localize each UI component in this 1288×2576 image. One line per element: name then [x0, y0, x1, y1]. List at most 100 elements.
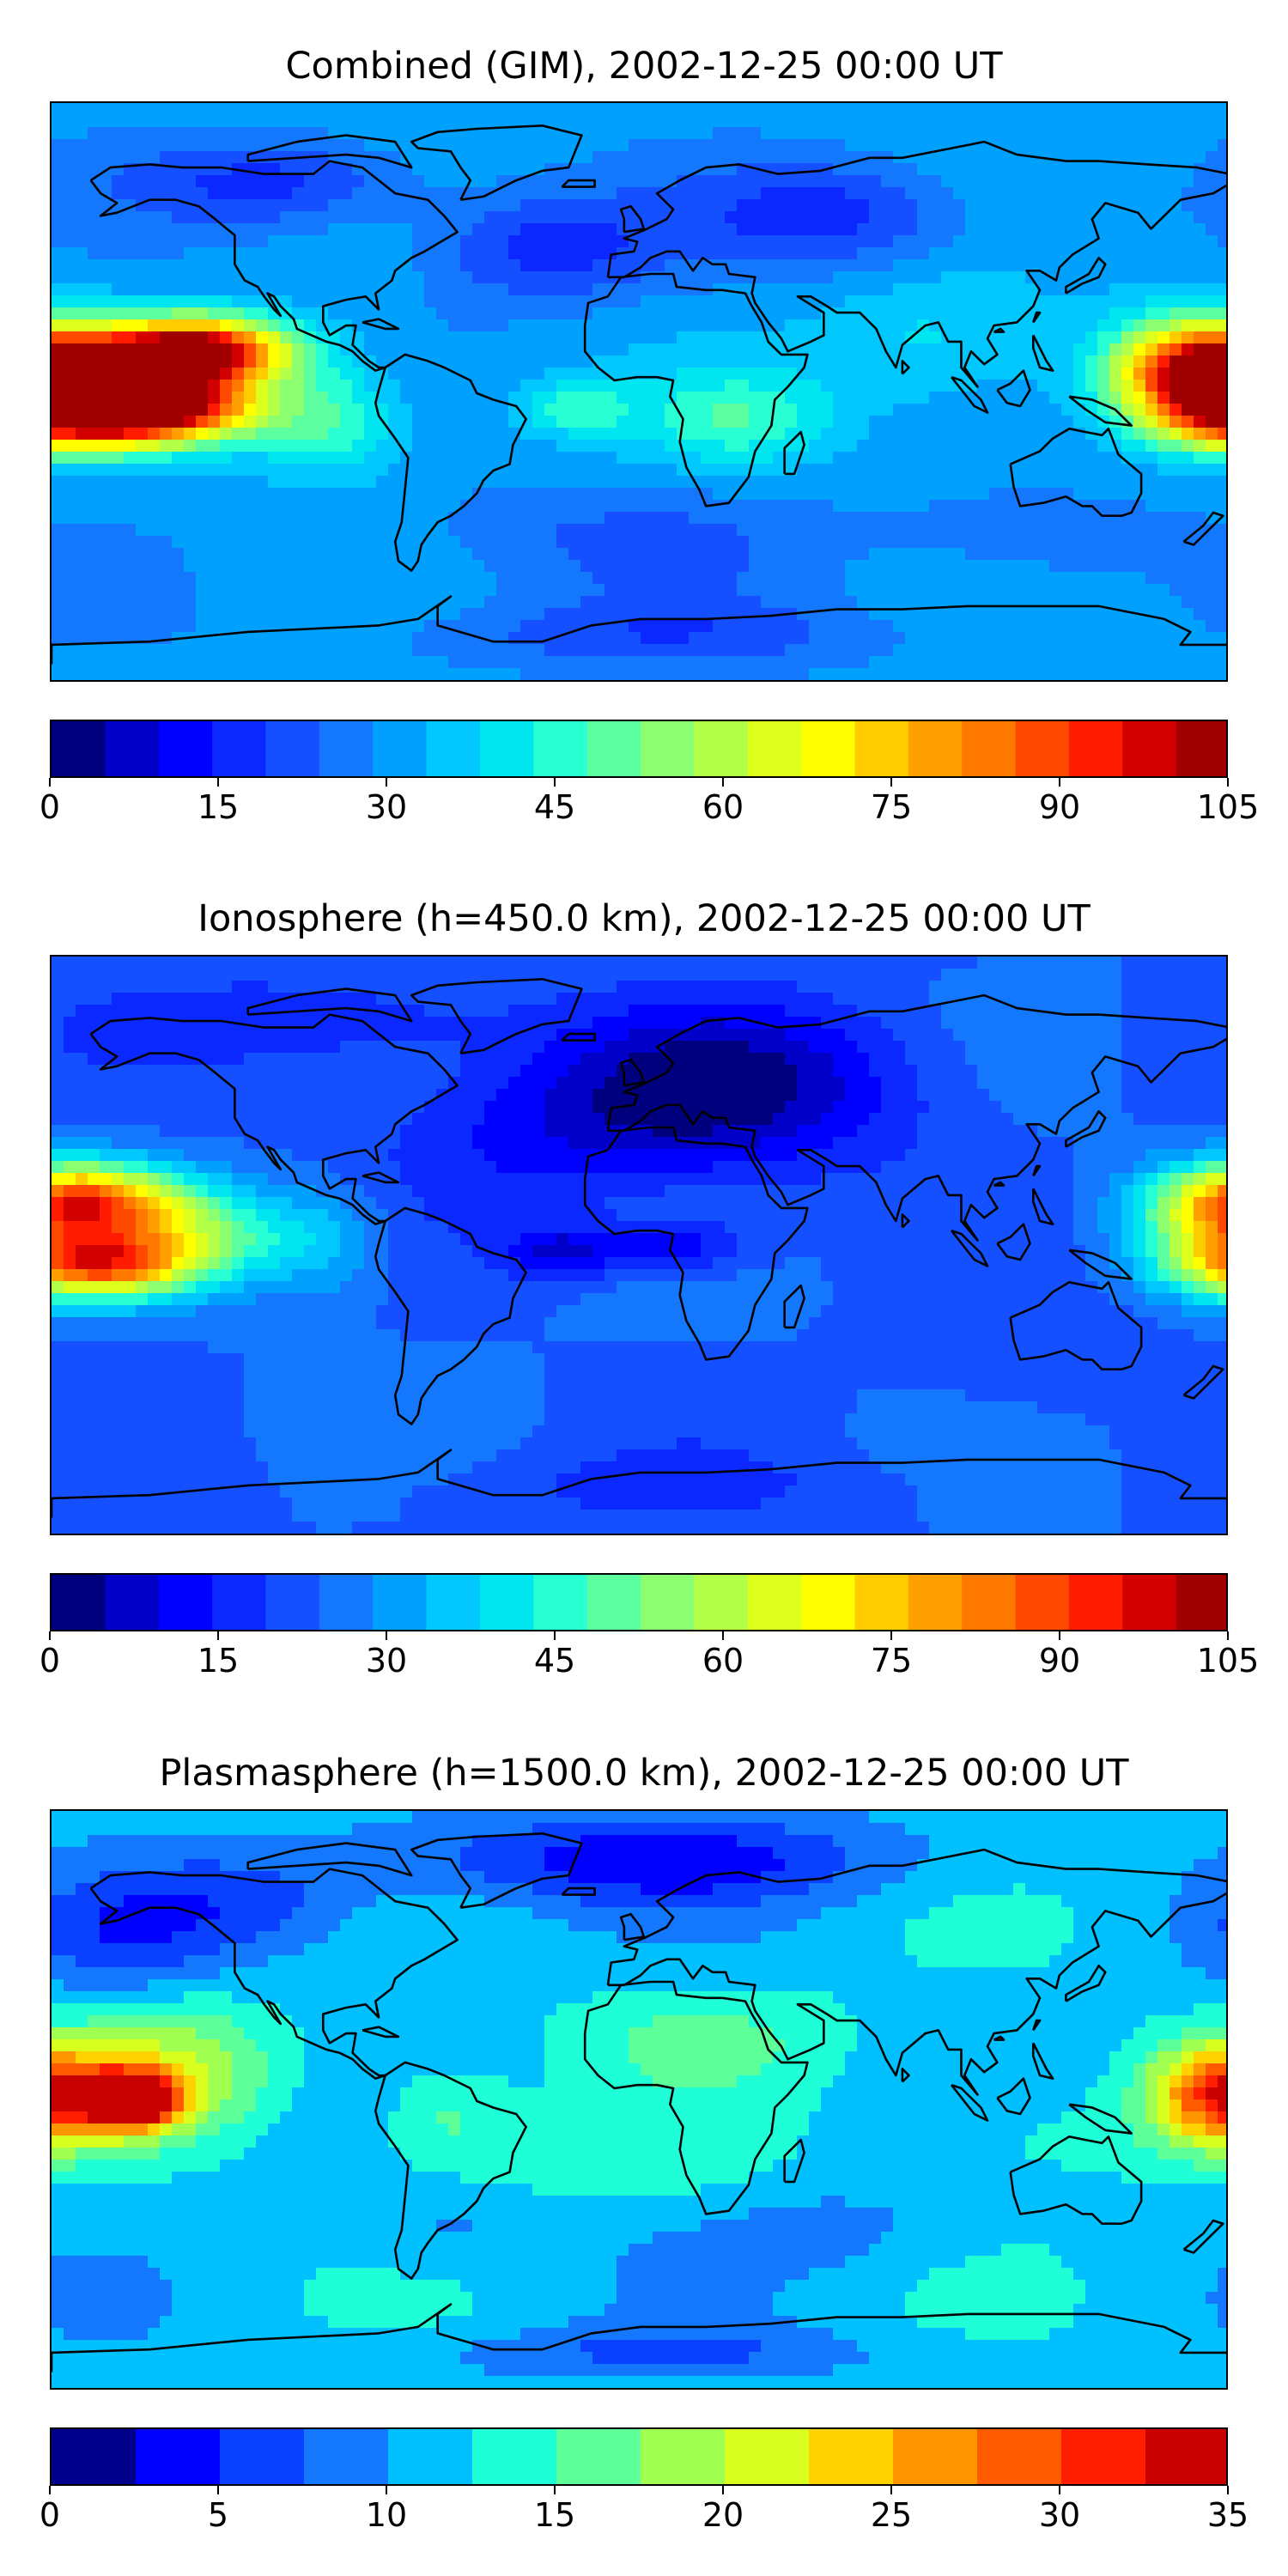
colorbar-segment [854, 1575, 909, 1630]
colorbar-segment [1015, 1575, 1070, 1630]
coastline-australia [1009, 427, 1143, 518]
colorbar-segment [1122, 1575, 1177, 1630]
coastline-australia [1009, 2135, 1143, 2226]
coastline-sri-lanka [901, 1213, 910, 1229]
coastline-iceland [561, 179, 596, 188]
colorbar-segment [319, 721, 374, 776]
coastline-eurasia [606, 140, 1226, 388]
colorbar-tick [1227, 2486, 1229, 2494]
coastline-cuba [361, 318, 400, 331]
colorbar-tick [890, 2486, 892, 2494]
colorbar-segment [220, 2429, 305, 2484]
colorbar-segment [556, 2429, 641, 2484]
colorbar-tick-label: 15 [533, 2496, 576, 2534]
coastline-south-america [374, 1206, 527, 1425]
colorbar-tick-label: 60 [702, 1642, 744, 1680]
colorbar-segment [1122, 721, 1177, 776]
coastlines [52, 1832, 1226, 2372]
colorbar-segment [319, 1575, 374, 1630]
colorbar-tick-label: 105 [1196, 1642, 1260, 1680]
colorbar-tick-label: 90 [1038, 1642, 1081, 1680]
coastline-hainan [993, 2035, 1005, 2041]
colorbar-segment [426, 1575, 481, 1630]
coastline-south-america [374, 2061, 527, 2280]
panel-1-title: Combined (GIM), 2002-12-25 00:00 UT [285, 45, 1003, 88]
coastline-philippines [1032, 2042, 1054, 2081]
colorbar-segment [105, 1575, 160, 1630]
colorbar-segment [212, 1575, 267, 1630]
coastline-borneo [996, 369, 1031, 408]
coastline-arctic-canada [246, 134, 413, 169]
colorbar-segment [854, 721, 909, 776]
colorbar-tick [386, 778, 387, 787]
coastline-uk [619, 1058, 646, 1087]
panel-1-map [50, 101, 1228, 682]
colorbar-segment [694, 721, 749, 776]
colorbar-tick-label: 75 [870, 1642, 913, 1680]
colorbar-tick-label: 30 [1038, 2496, 1081, 2534]
coastline-uk [619, 1912, 646, 1941]
colorbar-tick-label: 15 [197, 1642, 240, 1680]
coastline-madagascar [783, 2138, 805, 2184]
coastline-madagascar [783, 430, 805, 476]
colorbar-tick [49, 778, 51, 787]
colorbar-segment [1176, 721, 1226, 776]
coastline-africa [583, 1980, 809, 2215]
coastline-new-guinea [1068, 2103, 1133, 2135]
colorbar-segment [747, 1575, 802, 1630]
colorbar-tick-label: 45 [533, 788, 576, 826]
colorbar-tick-label: 35 [1206, 2496, 1249, 2534]
coastline-hainan [993, 1181, 1005, 1187]
coastline-uk [619, 204, 646, 234]
tec-field [52, 103, 1226, 680]
coastline-borneo [996, 1223, 1031, 1261]
colorbar-tick-label: 0 [39, 2496, 61, 2534]
colorbar-tick-label: 20 [702, 2496, 744, 2534]
colorbar-segment [893, 2429, 978, 2484]
coastline-south-america [374, 353, 527, 572]
colorbar-segment [265, 721, 320, 776]
colorbar-segment [472, 2429, 557, 2484]
coastline-iceland [561, 1886, 596, 1896]
coastline-madagascar [783, 1284, 805, 1329]
colorbar-tick [722, 2486, 724, 2494]
coastline-africa [583, 1126, 809, 1361]
colorbar-segment [747, 721, 802, 776]
colorbar-segment [52, 1575, 106, 1630]
coastline-north-america [89, 1868, 459, 2081]
colorbar-tick-label: 60 [702, 788, 744, 826]
colorbar-segment [158, 1575, 213, 1630]
coastline-japan [1065, 257, 1107, 295]
colorbar-segment [809, 2429, 894, 2484]
coastline-africa [583, 272, 809, 507]
colorbar-tick [1059, 2486, 1060, 2494]
coastline-taiwan [1032, 1164, 1042, 1177]
coastline-north-america [89, 1013, 459, 1226]
colorbar-segment [962, 721, 1017, 776]
colorbar-tick-label: 10 [365, 2496, 408, 2534]
coastline-philippines [1032, 334, 1054, 373]
coastline-arctic-canada [246, 987, 413, 1023]
coastline-sumatra [951, 1229, 989, 1267]
tec-map-svg [52, 1811, 1226, 2388]
colorbar-tick [217, 1631, 219, 1640]
tec-map-svg [52, 957, 1226, 1534]
colorbar-tick-label: 0 [39, 788, 61, 826]
panel-2-map [50, 955, 1228, 1535]
colorbar-tick-label: 15 [197, 788, 240, 826]
colorbar-segment [801, 1575, 856, 1630]
colorbar-tick-label: 0 [39, 1642, 61, 1680]
colorbar-tick-label: 105 [1196, 788, 1260, 826]
colorbar-tick-label: 25 [870, 2496, 913, 2534]
coastline-antarctica [52, 1449, 1226, 1518]
colorbar-tick [1059, 1631, 1060, 1640]
colorbar-tick [890, 778, 892, 787]
coastline-eurasia [606, 993, 1226, 1242]
colorbar-segment [586, 721, 641, 776]
colorbar-segment [158, 721, 213, 776]
colorbar-segment [694, 1575, 749, 1630]
coastline-antarctica [52, 2303, 1226, 2372]
colorbar-segment [533, 1575, 588, 1630]
colorbar-tick [722, 778, 724, 787]
coastline-iceland [561, 1032, 596, 1042]
